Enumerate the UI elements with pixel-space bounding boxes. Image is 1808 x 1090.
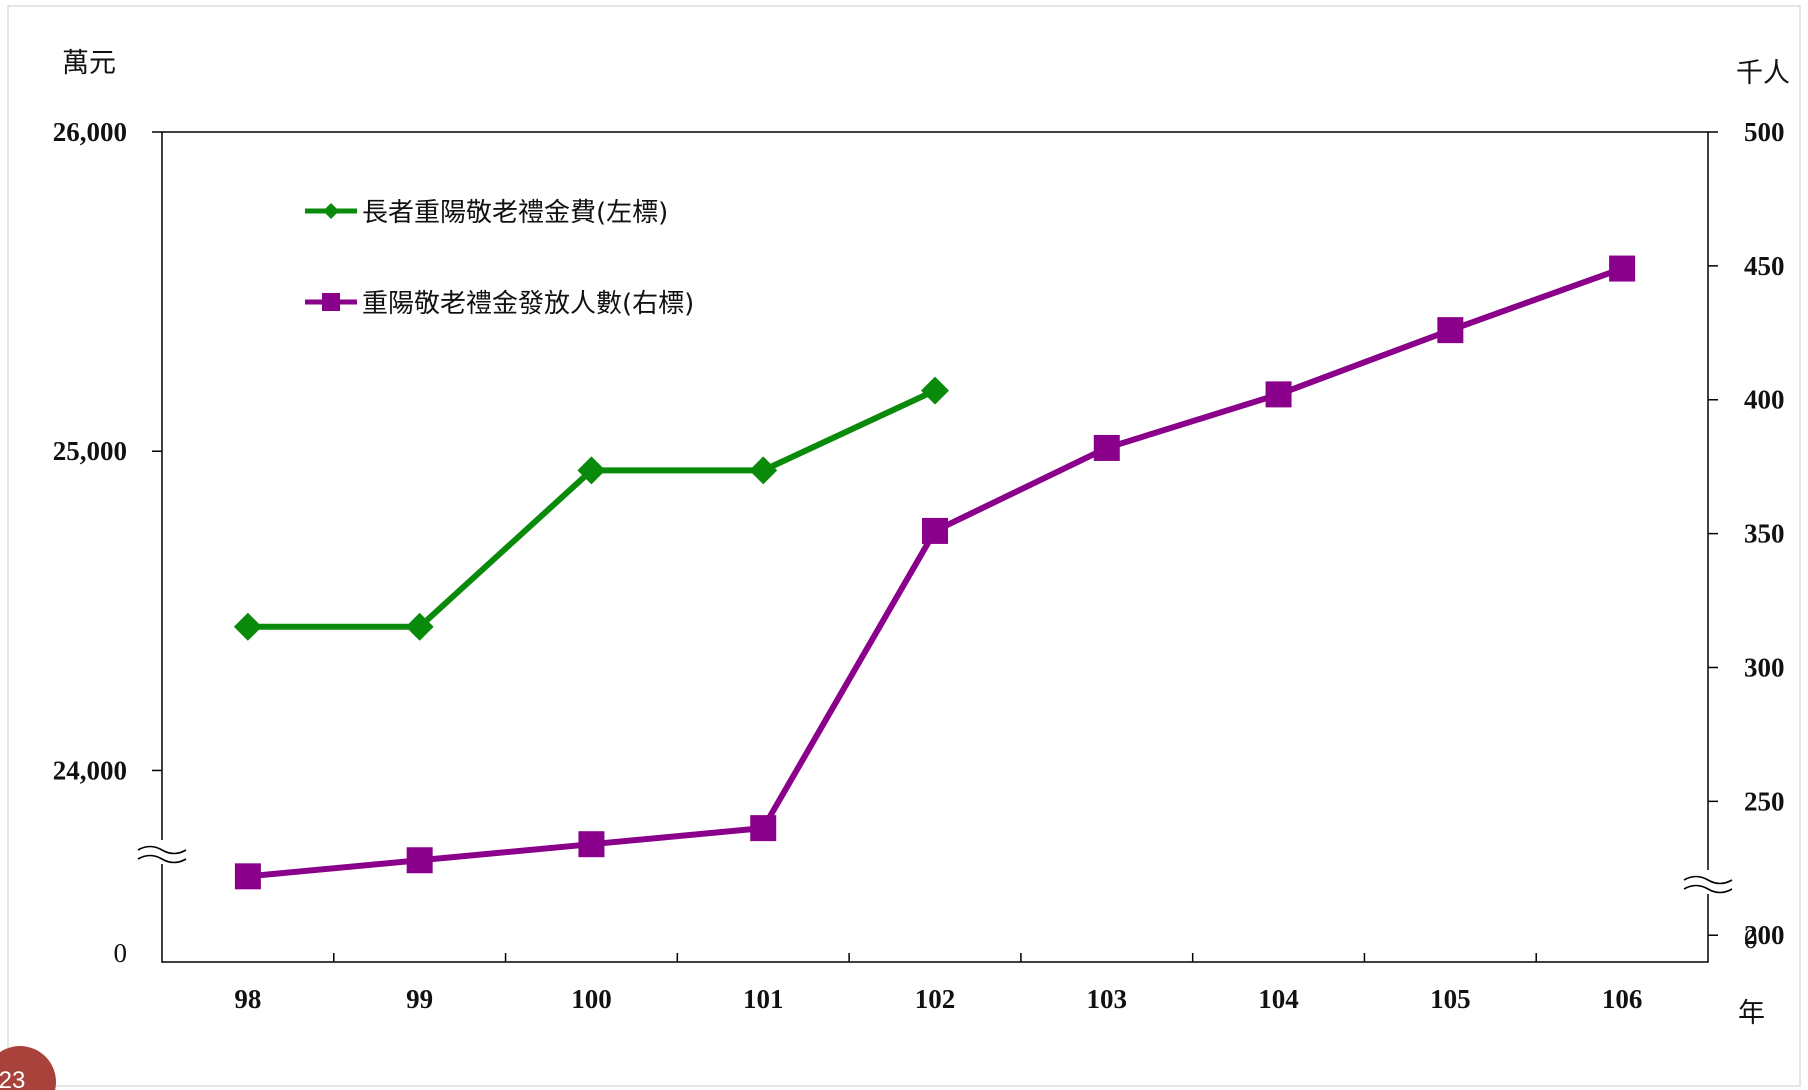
data-point-diamond — [233, 612, 262, 641]
data-point-square — [578, 831, 605, 858]
data-point-diamond — [921, 376, 949, 405]
page-number: 23 — [0, 1067, 25, 1090]
legend-diamond-marker — [323, 203, 339, 219]
x-tick-label: 105 — [1430, 984, 1471, 1014]
x-tick-label: 99 — [406, 984, 433, 1014]
left-tick-label: 24,000 — [53, 755, 127, 785]
data-point-square — [1265, 381, 1292, 408]
right-tick-label: 300 — [1744, 652, 1785, 682]
page-number-badge: 23 — [0, 1046, 56, 1090]
data-point-square — [1437, 317, 1464, 344]
x-tick-label: 103 — [1087, 984, 1128, 1014]
chart-frame — [7, 5, 1801, 1087]
left-tick-label: 26,000 — [53, 117, 127, 147]
x-tick-label: 100 — [571, 984, 612, 1014]
data-point-square — [234, 863, 261, 890]
legend-item-amount: 長者重陽敬老禮金費(左標) — [305, 198, 668, 228]
right-axis-unit: 千人 — [1736, 58, 1790, 89]
legend: 長者重陽敬老禮金費(左標) 重陽敬老禮金發放人數(右標) — [305, 198, 694, 319]
right-tick-label: 450 — [1744, 251, 1785, 281]
left-axis-zero-label: 0 — [114, 938, 128, 968]
legend-square-marker — [322, 293, 340, 311]
data-point-diamond — [577, 456, 606, 485]
right-tick-label: 400 — [1744, 385, 1785, 415]
legend-label-recipients: 重陽敬老禮金發放人數(右標) — [362, 289, 694, 319]
right-tick-label: 500 — [1744, 117, 1785, 147]
legend-label-amount: 長者重陽敬老禮金費(左標) — [362, 198, 668, 228]
plot-area — [161, 131, 1709, 963]
x-tick-label: 106 — [1602, 984, 1643, 1014]
right-axis-break — [1682, 870, 1734, 894]
left-tick-label: 25,000 — [53, 436, 127, 466]
legend-item-recipients: 重陽敬老禮金發放人數(右標) — [305, 289, 694, 319]
data-point-diamond — [749, 456, 778, 485]
x-axis-unit: 年 — [1738, 998, 1765, 1029]
left-axis-unit: 萬元 — [62, 48, 116, 79]
data-point-diamond — [405, 612, 434, 641]
right-tick-label: 200 — [1744, 920, 1785, 950]
x-tick-label: 102 — [915, 984, 956, 1014]
x-tick-label: 101 — [743, 984, 784, 1014]
right-tick-label: 250 — [1744, 786, 1785, 816]
left-axis-ticks: 24,000 25,000 26,000 — [53, 117, 162, 785]
right-axis-zero-label: 0 — [1744, 924, 1758, 954]
x-axis-ticks: 98 99 100 101 102 103 104 105 106 — [234, 953, 1642, 1014]
x-tick-label: 104 — [1258, 984, 1299, 1014]
data-point-square — [406, 847, 433, 874]
data-point-square — [750, 815, 777, 842]
right-tick-label: 350 — [1744, 519, 1785, 549]
x-tick-label: 98 — [234, 984, 261, 1014]
data-point-square — [1093, 434, 1120, 461]
left-axis-break — [136, 840, 188, 864]
series-layer — [233, 255, 1636, 890]
data-point-square — [922, 517, 948, 544]
data-point-square — [1609, 255, 1636, 282]
right-axis-ticks: 200 250 300 350 400 450 500 — [1708, 117, 1785, 950]
